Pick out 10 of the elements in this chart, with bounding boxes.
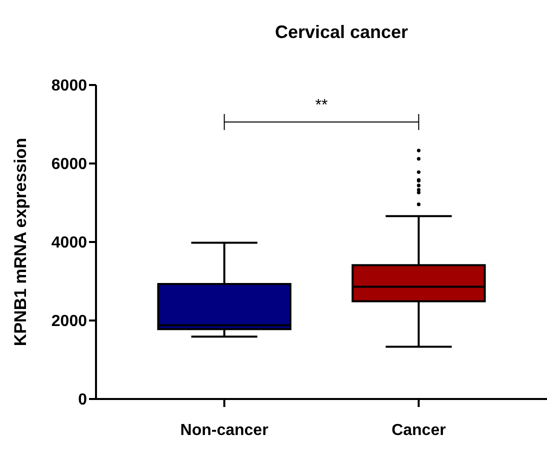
x-tick-label: Non-cancer [180,422,268,439]
y-tick-label: 6000 [51,156,88,174]
chart-title: Cervical cancer [274,22,408,42]
annotation: ** [315,97,328,114]
x-tick-label: Cancer [392,422,446,439]
y-tick-label: 2000 [51,313,88,330]
y-axis-title: KPNB1 mRNA expression [11,138,30,346]
y-tick-label: 0 [78,392,88,409]
y-tick-label: 4000 [51,234,88,252]
y-tick-label: 8000 [51,78,88,95]
